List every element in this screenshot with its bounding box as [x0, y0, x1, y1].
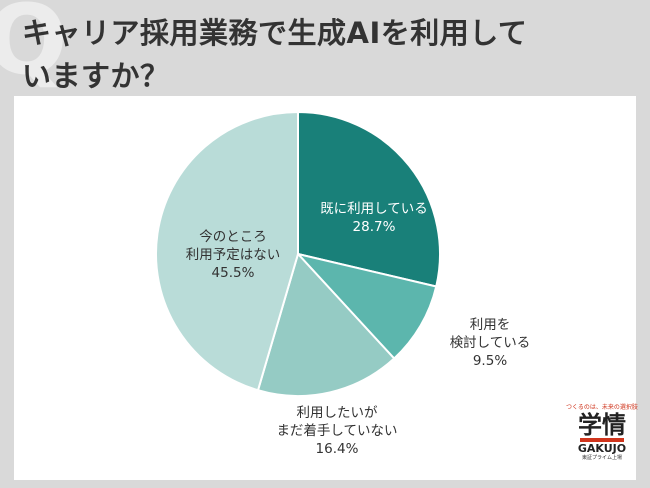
- slice-0-value: 28.7%: [352, 219, 396, 235]
- title-line-1: キャリア採用業務で生成AIを利用して: [22, 16, 528, 50]
- slice-1-value: 9.5%: [472, 353, 508, 369]
- pie-slice-2: [256, 252, 396, 397]
- logo-tagline: つくるのは、未来の選択肢: [566, 404, 638, 411]
- pie-slice-3: [155, 110, 299, 392]
- pie-chart: [155, 110, 441, 397]
- slice-1-name-line-1: 利用を: [469, 317, 511, 333]
- logo-footer: 東証プライム上場: [582, 455, 622, 461]
- slice-2-value: 16.4%: [315, 441, 359, 457]
- pie-slice-1: [295, 252, 438, 360]
- slice-label-0: 既に利用している 28.7%: [304, 200, 444, 236]
- slice-label-2: 利用したいが まだ着手していない 16.4%: [262, 404, 412, 458]
- gakujo-logo: つくるのは、未来の選択肢 学情 GAKUJO 東証プライム上場: [566, 404, 638, 480]
- chart-panel: 既に利用している 28.7% 利用を 検討している 9.5% 利用したいが まだ…: [14, 96, 636, 480]
- logo-name-en: GAKUJO: [577, 442, 627, 455]
- logo-bar: [580, 438, 624, 442]
- slice-label-3: 今のところ 利用予定はない 45.5%: [168, 228, 298, 282]
- slice-2-name-line-2: まだ着手していない: [276, 423, 398, 439]
- page-title: キャリア採用業務で生成AIを利用して いますか？: [22, 12, 632, 98]
- slice-3-name-line-2: 利用予定はない: [185, 247, 281, 263]
- title-line-2: いますか？: [22, 59, 170, 93]
- slice-1-name-line-2: 検討している: [449, 335, 531, 351]
- pie-slice-0: [297, 110, 441, 288]
- logo-name: 学情: [578, 411, 626, 439]
- slice-label-1: 利用を 検討している 9.5%: [438, 316, 542, 370]
- slice-3-name-line-1: 今のところ: [199, 229, 267, 245]
- slice-2-name-line-1: 利用したいが: [296, 405, 378, 421]
- question-mark-decoration: Q: [0, 0, 68, 96]
- slice-3-value: 45.5%: [211, 265, 255, 281]
- slice-0-name: 既に利用している: [320, 201, 428, 217]
